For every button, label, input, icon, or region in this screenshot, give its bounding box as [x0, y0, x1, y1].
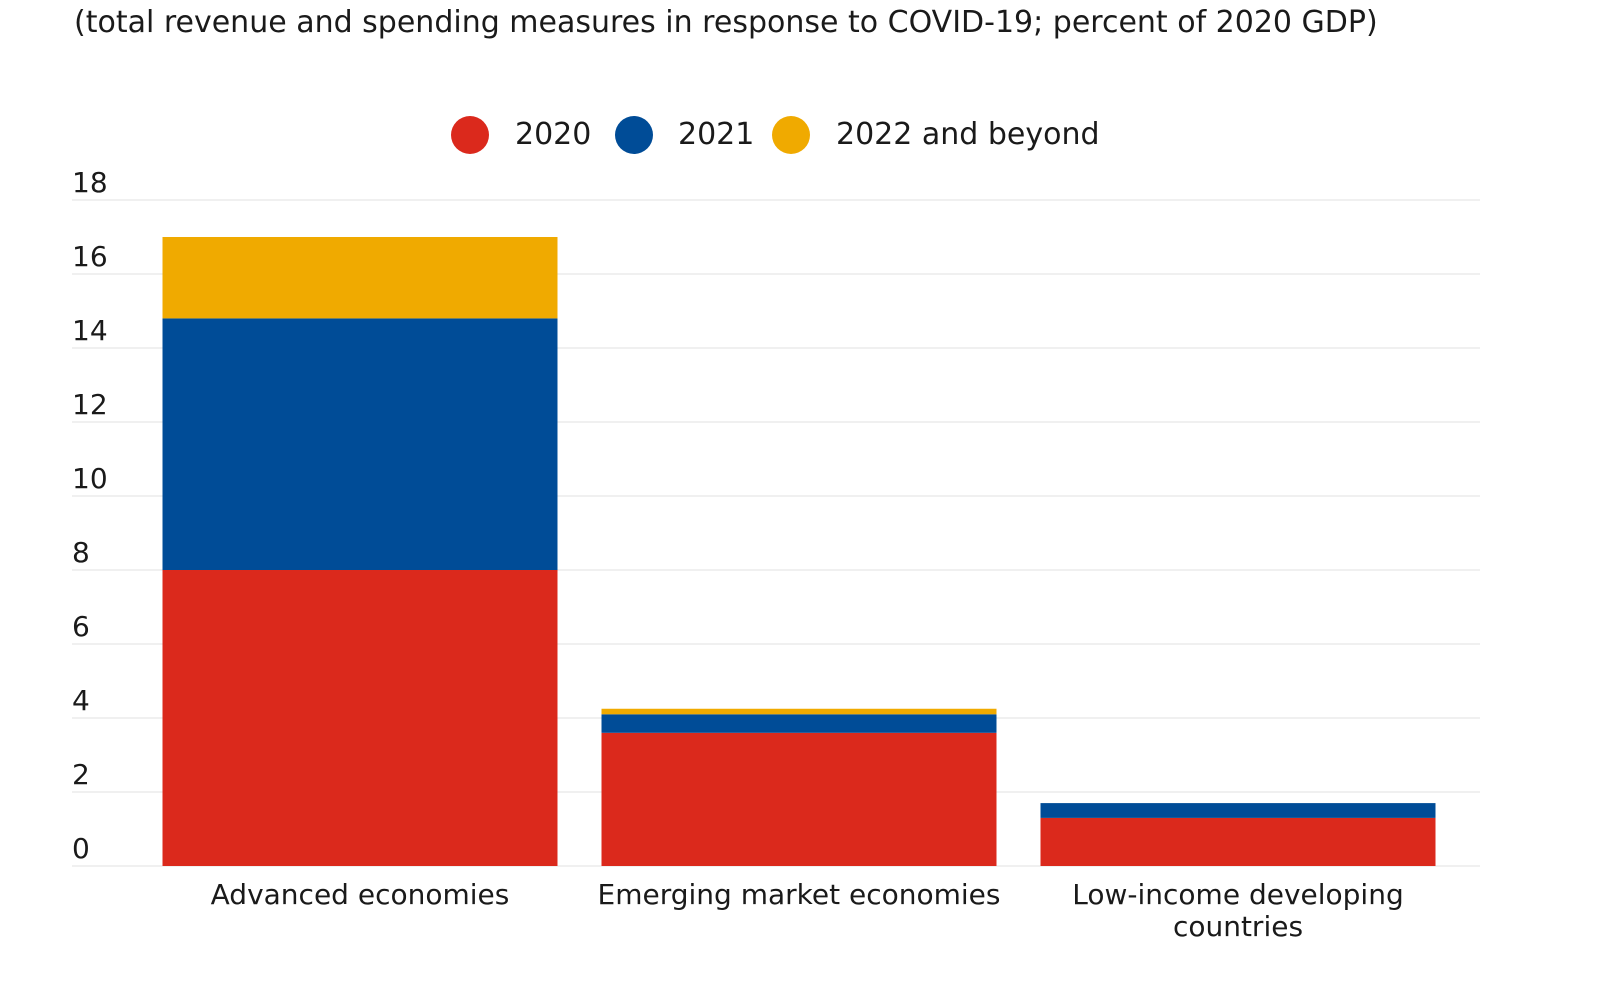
bar-segment-2-0 [1040, 817, 1436, 866]
bars [162, 237, 1436, 866]
chart-subtitle: (total revenue and spending measures in … [74, 5, 1378, 40]
bar-segment-0-0 [162, 570, 558, 866]
category-label: Low-income developing [1072, 878, 1403, 911]
bar-segment-0-1 [162, 318, 558, 570]
legend-label-0: 2020 [515, 117, 591, 152]
y-tick-label: 18 [72, 166, 108, 199]
category-label: Advanced economies [211, 878, 510, 911]
y-tick-label: 10 [72, 462, 108, 495]
y-tick-label: 2 [72, 758, 90, 791]
bar-segment-1-0 [601, 732, 997, 866]
category-labels: Advanced economies Emerging market econom… [211, 878, 1404, 943]
y-tick-label: 12 [72, 388, 108, 421]
bar-segment-2-1 [1040, 803, 1436, 818]
bar-segment-0-2 [162, 237, 558, 319]
legend-marker-2 [772, 116, 810, 154]
bar-segment-1-1 [601, 714, 997, 733]
bar-segment-1-2 [601, 708, 997, 715]
y-tick-label: 4 [72, 684, 90, 717]
category-label: countries [1173, 910, 1303, 943]
legend: 2020 2021 2022 and beyond [451, 116, 1100, 154]
y-tick-label: 16 [72, 240, 108, 273]
y-tick-label: 6 [72, 610, 90, 643]
category-label: Emerging market economies [598, 878, 1001, 911]
legend-marker-1 [615, 116, 653, 154]
legend-label-1: 2021 [678, 117, 754, 152]
legend-marker-0 [451, 116, 489, 154]
y-tick-label: 0 [72, 832, 90, 865]
y-tick-label: 8 [72, 536, 90, 569]
y-axis-ticks: 0 2 4 6 8 10 12 14 16 18 [72, 166, 108, 865]
y-tick-label: 14 [72, 314, 108, 347]
legend-label-2: 2022 and beyond [836, 117, 1100, 152]
